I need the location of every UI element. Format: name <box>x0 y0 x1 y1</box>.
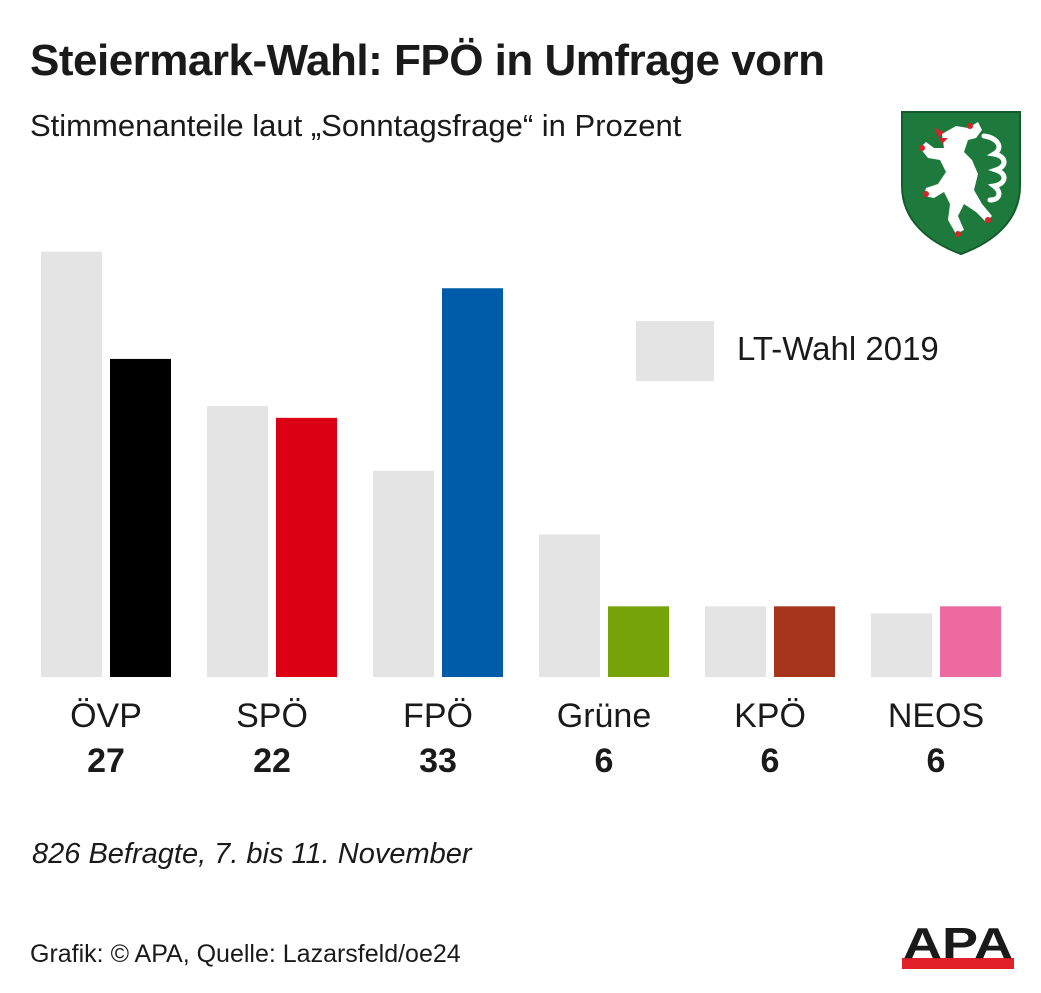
value-label-kpoe: 6 <box>760 742 780 780</box>
legend-swatch-lt-wahl-2019 <box>636 321 714 381</box>
category-label-spoe: SPÖ <box>236 697 308 735</box>
bar-2019-neos <box>871 613 932 677</box>
bar-2019-kpoe <box>705 606 766 677</box>
bar-2019-fpoe <box>373 470 434 677</box>
value-label-fpoe: 33 <box>419 742 457 780</box>
category-label-fpoe: FPÖ <box>403 697 473 735</box>
category-label-gruene: Grüne <box>556 697 652 735</box>
bar-umfrage-neos <box>940 606 1001 677</box>
bar-umfrage-kpoe <box>774 606 835 677</box>
value-label-oevp: 27 <box>87 742 125 780</box>
bar-2019-spoe <box>207 406 268 677</box>
bar-2019-gruene <box>539 534 600 677</box>
category-label-neos: NEOS <box>887 697 985 735</box>
apa-logo: APA <box>902 922 1014 969</box>
bar-umfrage-oevp <box>110 358 171 677</box>
value-label-neos: 6 <box>926 742 946 780</box>
bar-umfrage-spoe <box>276 417 337 677</box>
page-subtitle: Stimmenanteile laut „Sonntagsfrage“ in P… <box>30 108 682 143</box>
bar-umfrage-fpoe <box>442 288 503 677</box>
survey-note: 826 Befragte, 7. bis 11. November <box>32 838 472 870</box>
value-label-gruene: 6 <box>594 742 614 780</box>
category-label-oevp: ÖVP <box>70 697 142 735</box>
category-label-kpoe: KPÖ <box>734 697 806 735</box>
styria-coat-of-arms-icon <box>901 111 1021 256</box>
bar-2019-oevp <box>41 251 102 677</box>
source-credit: Grafik: © APA, Quelle: Lazarsfeld/oe24 <box>30 940 461 968</box>
page-title: Steiermark-Wahl: FPÖ in Umfrage vorn <box>30 36 825 85</box>
bar-umfrage-gruene <box>608 606 669 677</box>
legend-label-lt-wahl-2019: LT-Wahl 2019 <box>737 330 939 367</box>
bars-group <box>41 251 1001 677</box>
value-label-spoe: 22 <box>253 742 291 780</box>
apa-logo-text: APA <box>903 922 1013 968</box>
